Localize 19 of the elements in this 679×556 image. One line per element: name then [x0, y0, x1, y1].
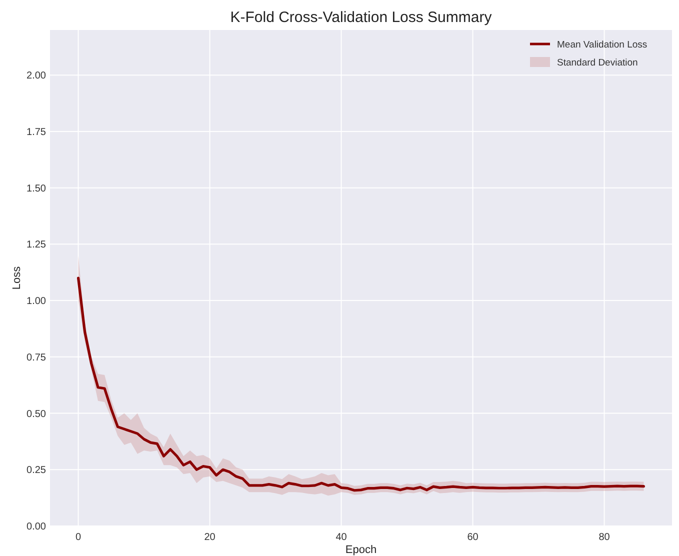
annotation: Standard Deviation — [557, 58, 638, 68]
x-tick-label: 0 — [75, 532, 82, 543]
y-tick-label: 0.00 — [26, 522, 46, 532]
chart-title: K-Fold Cross-Validation Loss Summary — [230, 9, 492, 26]
y-tick-label: 1.25 — [26, 240, 46, 251]
y-tick-label: 0.75 — [26, 352, 46, 364]
y-tick-label: 2.00 — [26, 70, 46, 82]
x-tick-label: 40 — [336, 532, 348, 543]
y-tick-label: 1.75 — [26, 126, 46, 138]
y-tick-label: 1.50 — [26, 183, 46, 194]
legend-label: Mean Validation Loss — [557, 40, 648, 50]
y-tick-label: 1.00 — [26, 296, 46, 308]
x-tick-label: 60 — [467, 532, 479, 543]
y-tick-label: 0.25 — [26, 465, 46, 476]
x-tick-label: 20 — [204, 532, 216, 543]
x-tick-label: 80 — [598, 532, 610, 543]
y-axis-title: Loss — [11, 266, 23, 290]
x-axis-title: Epoch — [345, 544, 377, 556]
y-tick-label: 0.50 — [26, 408, 46, 420]
